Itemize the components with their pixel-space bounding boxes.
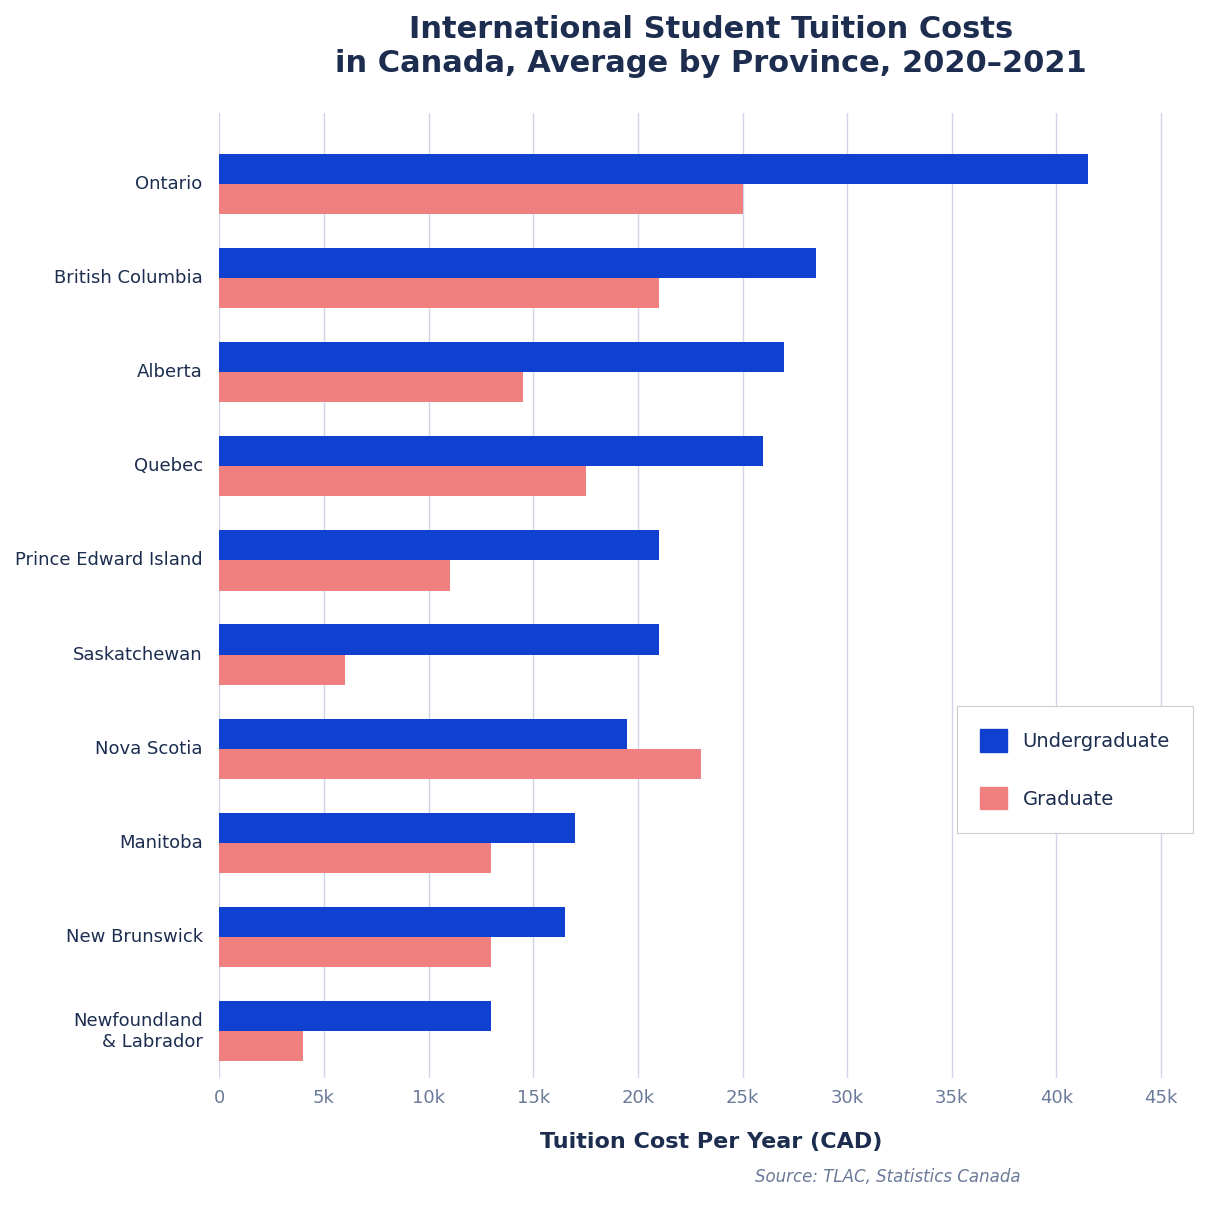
Bar — [219, 625, 659, 654]
Bar — [219, 342, 784, 372]
Legend: Undergraduate, Graduate: Undergraduate, Graduate — [956, 706, 1194, 833]
Bar — [219, 153, 1088, 184]
Bar — [219, 530, 659, 561]
Bar — [219, 749, 700, 779]
X-axis label: Tuition Cost Per Year (CAD): Tuition Cost Per Year (CAD) — [540, 1132, 882, 1153]
Bar — [219, 278, 659, 308]
Title: International Student Tuition Costs
in Canada, Average by Province, 2020–2021: International Student Tuition Costs in C… — [335, 15, 1086, 78]
Bar — [219, 372, 523, 402]
Bar — [219, 1001, 491, 1031]
Bar — [219, 907, 565, 938]
Bar — [219, 1031, 303, 1062]
Text: Source: TLAC, Statistics Canada: Source: TLAC, Statistics Canada — [755, 1167, 1021, 1186]
Bar — [219, 654, 345, 685]
Bar — [219, 938, 491, 967]
Bar — [219, 812, 575, 843]
Bar — [219, 719, 627, 749]
Bar — [219, 466, 586, 496]
Bar — [219, 843, 491, 873]
Bar — [219, 561, 449, 591]
Bar — [219, 184, 743, 214]
Bar — [219, 437, 764, 466]
Bar — [219, 248, 816, 278]
